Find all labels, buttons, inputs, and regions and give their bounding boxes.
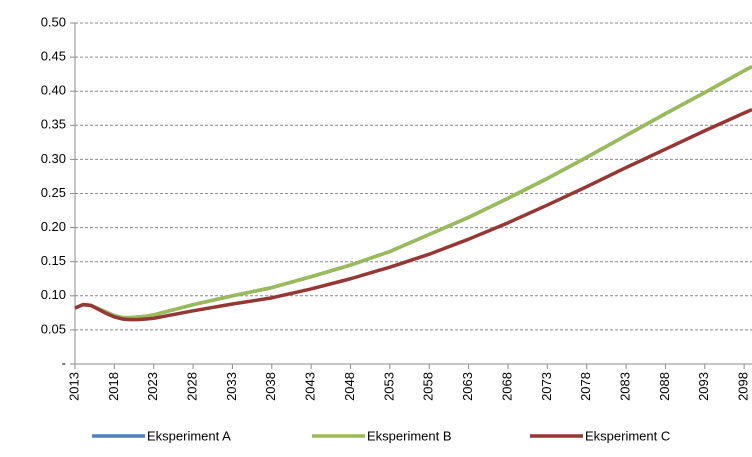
x-tick-label: 2098 <box>736 372 751 401</box>
y-tick-label: 0.05 <box>41 321 66 336</box>
x-tick-label: 2028 <box>185 372 200 401</box>
x-tick-label: 2063 <box>460 372 475 401</box>
y-tick-label: 0.25 <box>41 185 66 200</box>
series-line <box>74 65 752 320</box>
y-tick-label: 0.35 <box>41 117 66 132</box>
series-line <box>74 108 752 322</box>
x-tick-label: 2073 <box>539 372 554 401</box>
series-line <box>74 65 752 320</box>
x-tick-label: 2048 <box>342 372 357 401</box>
legend-label: Eksperiment C <box>585 428 670 443</box>
x-tick-label: 2093 <box>696 372 711 401</box>
legend-label: Eksperiment A <box>147 428 231 443</box>
x-tick-label: 2068 <box>499 372 514 401</box>
y-tick-label: 0.45 <box>41 49 66 64</box>
legend-label: Eksperiment B <box>367 428 452 443</box>
x-tick-label: 2023 <box>145 372 160 401</box>
y-tick-label: 0.50 <box>41 14 66 29</box>
x-tick-label: 2083 <box>617 372 632 401</box>
x-tick-label: 2088 <box>657 372 672 401</box>
y-tick-label: - <box>62 355 66 370</box>
x-tick-label: 2038 <box>263 372 278 401</box>
x-tick-label: 2033 <box>224 372 239 401</box>
y-tick-label: 0.30 <box>41 151 66 166</box>
y-tick-label: 0.15 <box>41 253 66 268</box>
y-tick-label: 0.10 <box>41 287 66 302</box>
x-tick-label: 2078 <box>578 372 593 401</box>
x-tick-label: 2018 <box>106 372 121 401</box>
x-tick-label: 2013 <box>66 372 81 401</box>
x-tick-label: 2043 <box>303 372 318 401</box>
x-tick-label: 2053 <box>381 372 396 401</box>
y-tick-label: 0.40 <box>41 83 66 98</box>
x-tick-label: 2058 <box>421 372 436 401</box>
y-tick-label: 0.20 <box>41 219 66 234</box>
